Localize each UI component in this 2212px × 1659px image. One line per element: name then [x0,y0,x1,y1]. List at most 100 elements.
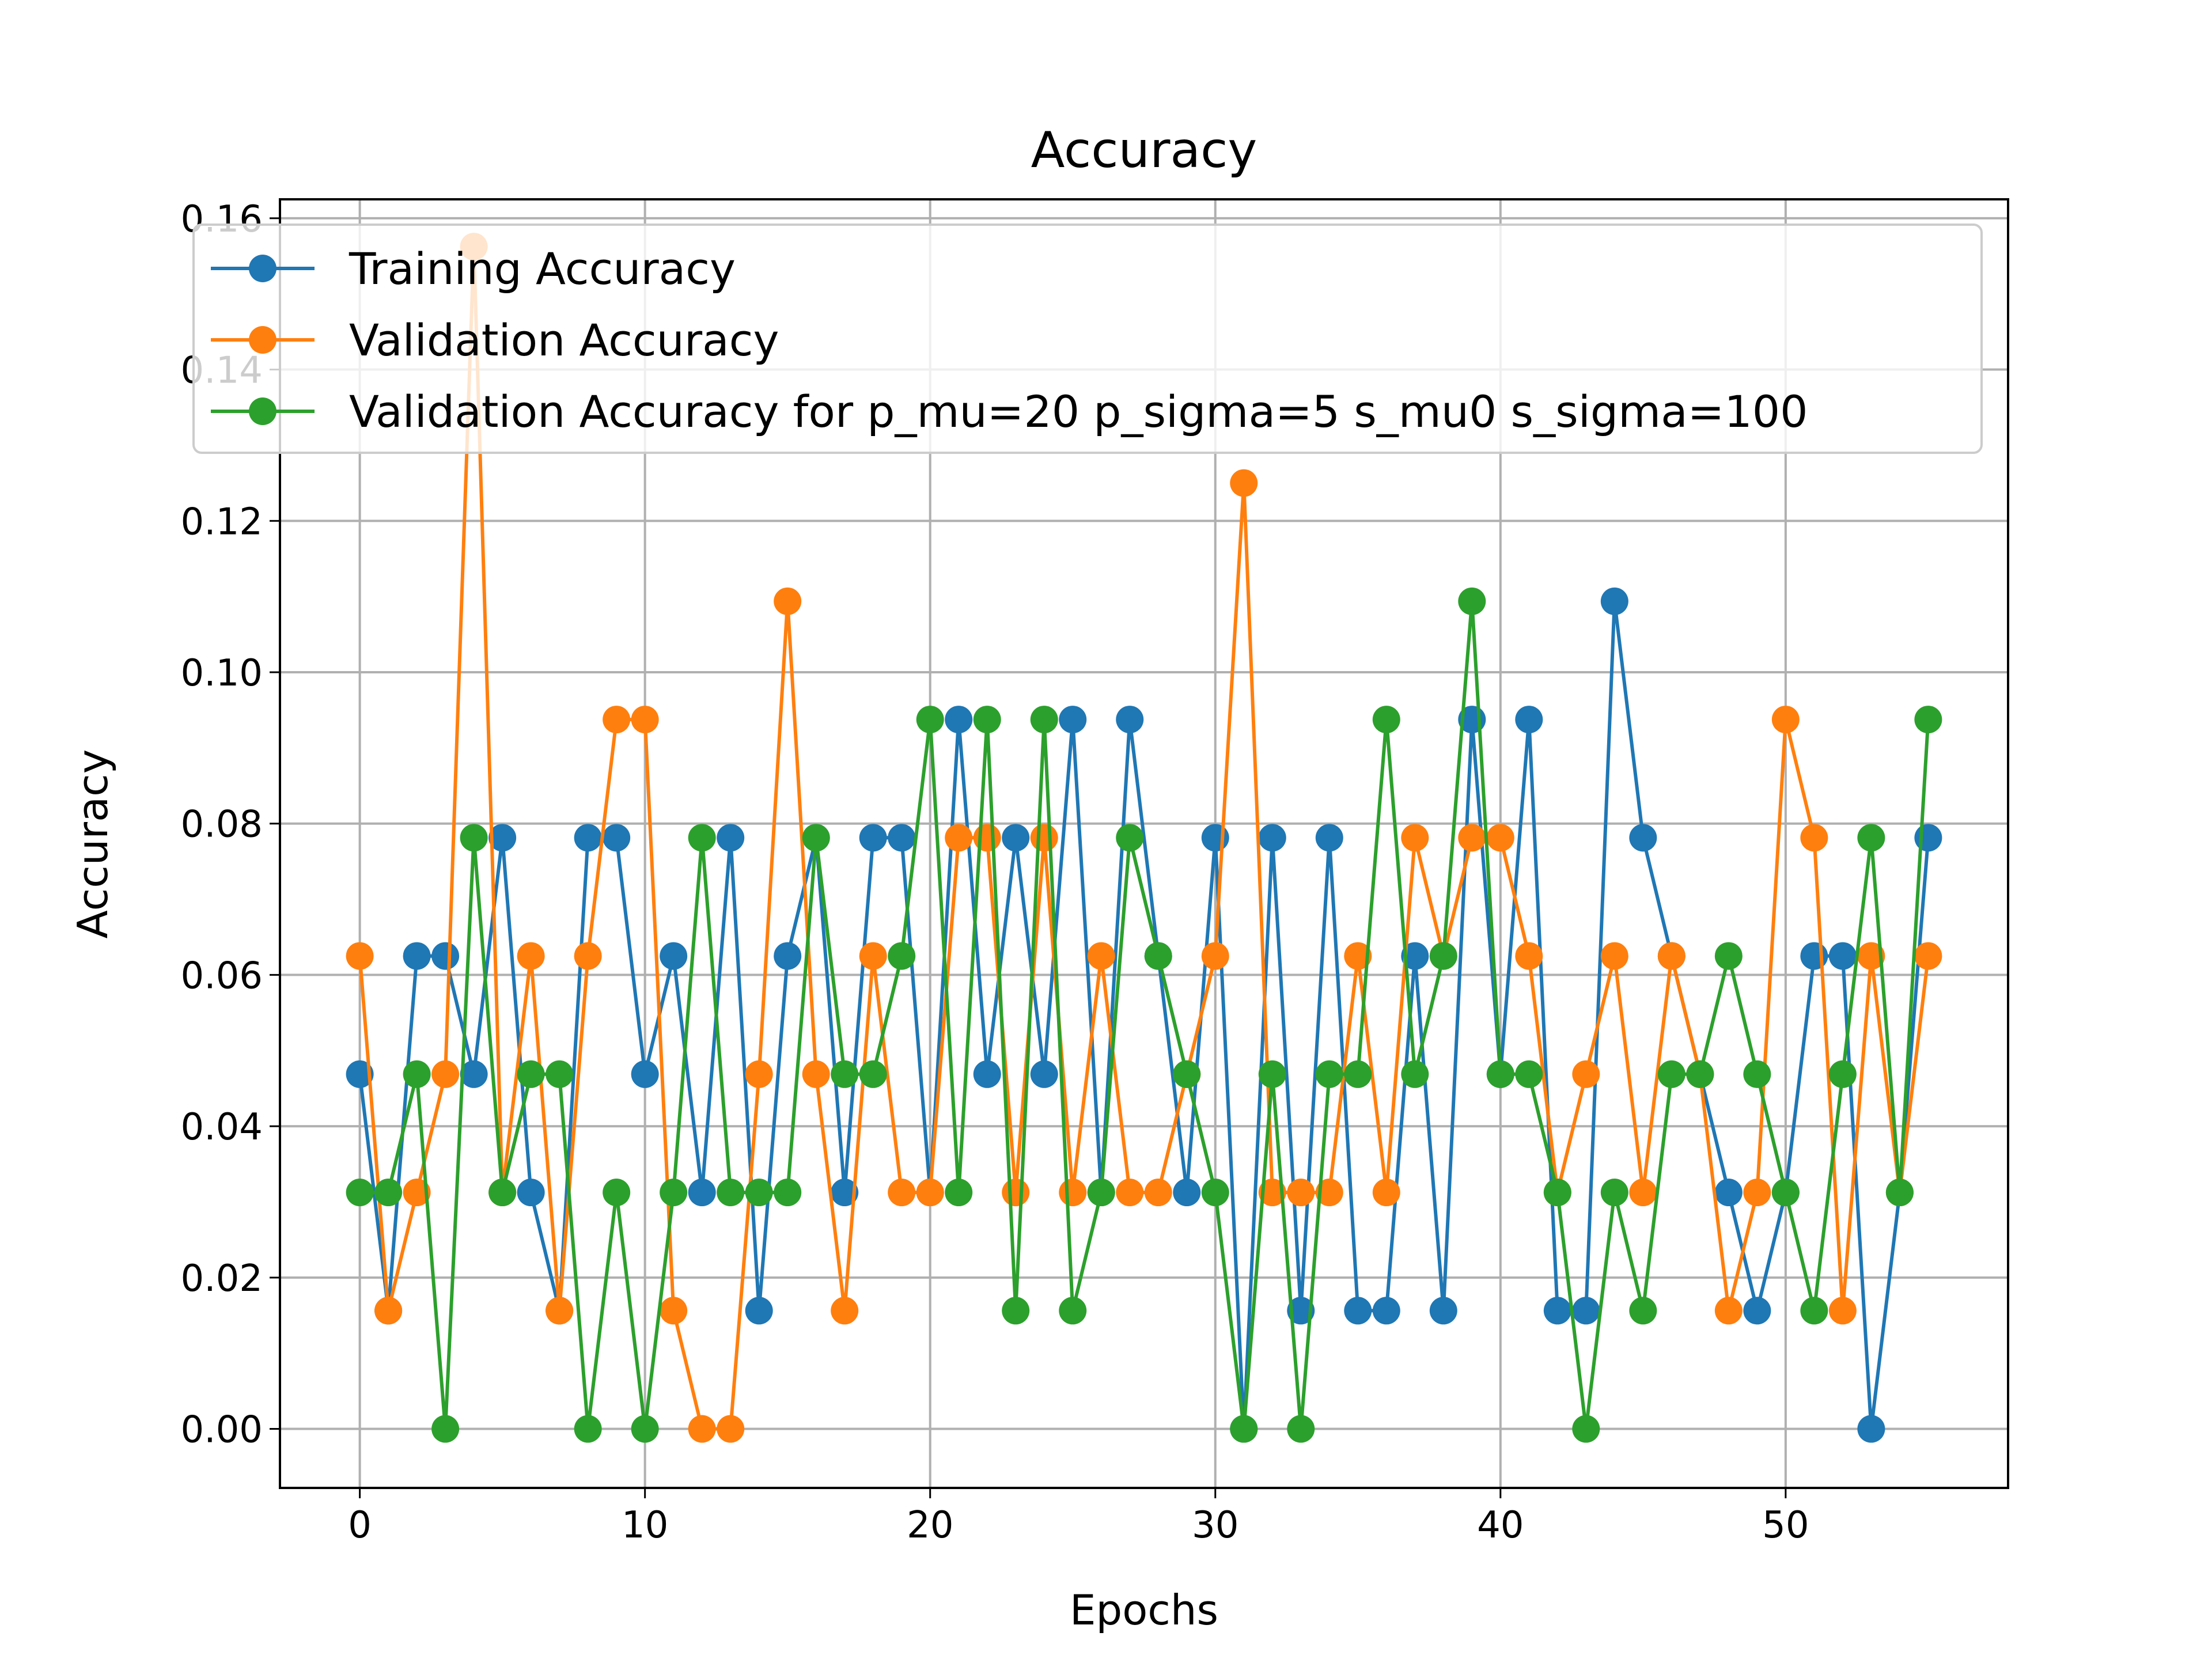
data-point [346,942,374,970]
data-point [1002,1179,1030,1207]
legend-label: Training Accuracy [349,243,736,294]
axes-frame [279,198,2009,1489]
data-point [431,1060,460,1088]
data-point [1144,942,1172,970]
data-point [603,706,631,734]
data-point [1885,1179,1914,1207]
data-point [1030,1060,1058,1088]
data-point [1258,1060,1286,1088]
data-point [1486,824,1514,852]
data-point [1629,1179,1657,1207]
data-point [973,706,1001,734]
data-point [1144,1179,1172,1207]
data-point [859,942,887,970]
data-point [431,1415,460,1443]
x-tick-label: 50 [1762,1504,1809,1547]
data-point [1116,706,1144,734]
x-tick-label: 10 [622,1504,668,1547]
data-point [1714,1179,1743,1207]
data-point [1401,942,1429,970]
data-point [574,942,602,970]
y-tick-label: 0.02 [181,1257,263,1300]
y-tick-label: 0.00 [181,1409,263,1452]
data-point [1800,942,1828,970]
data-point [1344,1297,1372,1325]
legend-marker [249,326,276,354]
data-point [1315,824,1343,852]
data-point [603,1179,631,1207]
data-point [546,1297,574,1325]
data-point [688,824,716,852]
data-point [1600,1179,1628,1207]
data-point [1116,1179,1144,1207]
data-point [1743,1060,1771,1088]
data-point [745,1060,773,1088]
data-point [403,1060,431,1088]
data-point [1087,1179,1115,1207]
data-point [374,1179,403,1207]
data-point [1458,824,1486,852]
data-point [1572,1415,1600,1443]
data-point [1116,824,1144,852]
x-tick-label: 20 [907,1504,953,1547]
data-point [403,1179,431,1207]
data-point [403,942,431,970]
data-point [745,1297,773,1325]
data-point [1173,1060,1201,1088]
y-tick-label: 0.06 [181,955,263,997]
data-point [660,1297,688,1325]
data-point [1401,1060,1429,1088]
legend: Training Accuracy Validation Accuracy Vali… [192,224,1983,454]
data-point [1914,942,1942,970]
data-point [1572,1297,1600,1325]
data-point [1800,824,1828,852]
x-tick-label: 0 [348,1504,372,1547]
data-point [1743,1179,1771,1207]
data-point [546,1060,574,1088]
data-point [945,706,973,734]
x-tick-label: 30 [1192,1504,1238,1547]
data-point [1173,1179,1201,1207]
data-point [859,824,887,852]
data-point [1572,1060,1600,1088]
data-point [802,1060,830,1088]
data-point [717,824,745,852]
data-point [1059,1179,1087,1207]
data-point [603,824,631,852]
data-point [1914,706,1942,734]
data-point [574,824,602,852]
data-point [1002,1297,1030,1325]
data-point [916,706,944,734]
data-point [717,1415,745,1443]
data-point [1515,1060,1543,1088]
data-point [859,1060,887,1088]
data-point [774,587,802,615]
data-point [1287,1415,1315,1443]
data-point [660,1179,688,1207]
data-point [1230,1415,1258,1443]
data-point [1258,1179,1286,1207]
data-point [1828,1297,1857,1325]
data-point [888,824,916,852]
data-point [346,1179,374,1207]
series-line [358,599,1930,1431]
data-point [774,942,802,970]
series-2 [346,587,1942,1443]
data-point [1230,469,1258,497]
data-point [1429,942,1457,970]
y-tick-label: 0.04 [181,1106,263,1149]
data-point [1030,706,1058,734]
data-point [431,942,460,970]
data-point [1800,1297,1828,1325]
data-point [1657,1060,1685,1088]
data-point [1857,824,1885,852]
data-point [517,1179,545,1207]
data-point [1828,942,1857,970]
data-point [973,824,1001,852]
data-point [460,1060,488,1088]
data-point [631,1415,659,1443]
data-point [1629,824,1657,852]
series-line [359,599,1930,1431]
data-point [831,1179,859,1207]
data-point [1857,1415,1885,1443]
